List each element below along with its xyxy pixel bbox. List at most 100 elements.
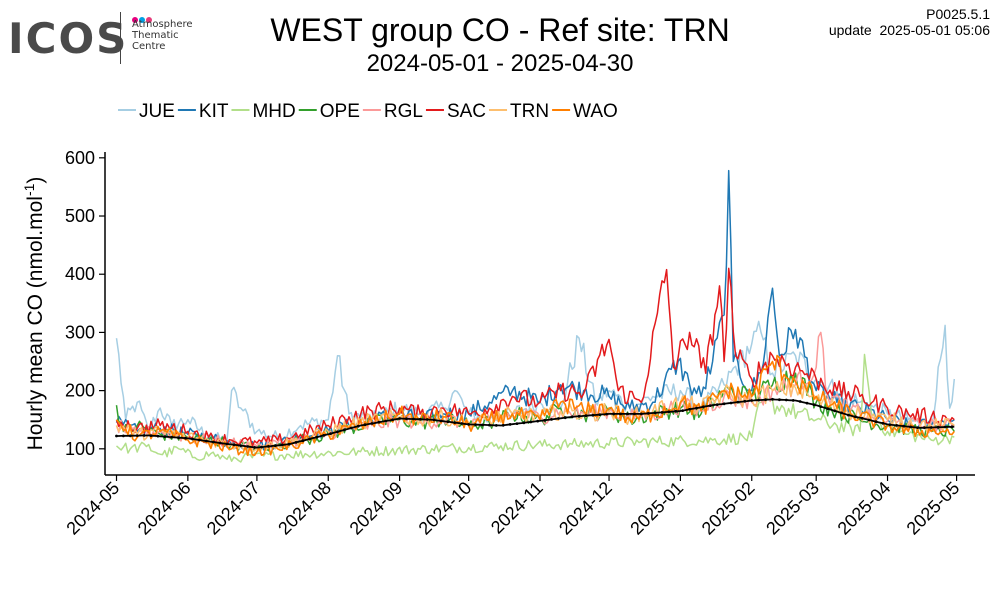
smooth-curve-marker <box>163 435 167 438</box>
x-tick-label: 2025-01 <box>626 478 687 539</box>
x-tick-label: 2024-07 <box>203 478 264 539</box>
smooth-curve-marker <box>149 434 153 437</box>
smooth-curve-marker <box>246 445 250 448</box>
smooth-curve-marker <box>329 432 332 435</box>
smooth-curve-marker <box>853 415 857 419</box>
smooth-curve-marker <box>308 437 312 441</box>
logo-dots-icon <box>132 10 153 23</box>
smooth-curve-marker <box>867 418 871 422</box>
smooth-curve-marker <box>508 423 512 426</box>
icos-logo: ICOS Atmosphere Thematic Centre <box>8 8 208 68</box>
legend-label: TRN <box>510 101 549 122</box>
smooth-curve-marker <box>115 434 118 438</box>
smooth-curve-marker <box>391 418 395 422</box>
smooth-curve-marker <box>260 445 263 449</box>
series-line-trn <box>115 377 955 453</box>
series-line-sac <box>115 267 955 447</box>
smooth-curve-marker <box>294 441 298 444</box>
y-tick-label: 300 <box>65 322 95 342</box>
smooth-curve-marker <box>432 418 436 422</box>
legend-item-rgl: RGL <box>362 101 423 122</box>
smooth-curve-marker <box>626 412 629 416</box>
smooth-curve-marker <box>660 411 664 414</box>
smooth-curve-marker <box>253 446 256 449</box>
smooth-curve-marker <box>184 436 188 440</box>
x-tick-label: 2024-10 <box>415 478 476 539</box>
smooth-curve-marker <box>398 417 401 420</box>
smooth-curve-marker <box>515 422 519 425</box>
smooth-curve-marker <box>778 398 781 402</box>
legend-label: KIT <box>199 101 229 122</box>
logo-subtitle-line-2: Thematic <box>132 30 179 41</box>
smooth-curve-marker <box>232 443 236 447</box>
smooth-curve-marker <box>501 423 505 427</box>
smooth-curve-marker <box>736 400 740 404</box>
smooth-curve-marker <box>847 413 850 417</box>
smooth-curve-marker <box>336 430 339 434</box>
legend-item-trn: TRN <box>489 101 549 122</box>
smooth-curve-marker <box>812 403 816 406</box>
x-tick-label: 2025-02 <box>698 478 759 539</box>
smooth-curve-marker <box>750 399 754 402</box>
smooth-curve-marker <box>570 415 574 419</box>
smooth-curve-marker <box>874 420 878 423</box>
smooth-curve-marker <box>135 434 139 437</box>
legend-label: WAO <box>573 101 618 122</box>
y-tick-label: 500 <box>65 206 95 226</box>
smooth-curve-marker <box>584 414 588 418</box>
smooth-curve-marker <box>446 420 450 424</box>
plot-area <box>115 169 956 463</box>
legend-item-sac: SAC <box>425 101 486 122</box>
smooth-curve-marker <box>322 434 326 437</box>
y-tick-label: 400 <box>65 264 95 284</box>
y-tick-label: 200 <box>65 381 95 401</box>
legend-item-kit: KIT <box>177 101 229 122</box>
logo-subtitle-line-3: Centre <box>132 41 166 52</box>
chart-title: WEST group CO - Ref site: TRN <box>270 12 730 48</box>
smooth-curve-marker <box>198 438 201 442</box>
x-tick-label: 2024-12 <box>555 478 616 539</box>
smooth-curve-marker <box>128 434 132 438</box>
smooth-curve-marker <box>881 421 885 425</box>
x-tick-label: 2024-11 <box>487 478 547 538</box>
smooth-curve-marker <box>943 425 947 429</box>
smooth-curve-marker <box>301 439 305 443</box>
chart-subtitle: 2024-05-01 - 2025-04-30 <box>366 50 634 77</box>
legend-label: OPE <box>320 101 360 122</box>
smooth-curve-marker <box>612 412 616 416</box>
smooth-curve-marker <box>536 419 540 423</box>
smooth-curve-marker <box>550 418 553 421</box>
logo-subtitle-line-1: Atmosphere <box>132 19 193 30</box>
smooth-curve-marker <box>764 398 767 402</box>
smooth-curve-marker <box>888 423 892 426</box>
smooth-curve-marker <box>667 410 671 414</box>
smooth-curve-marker <box>833 409 836 413</box>
legend-label: SAC <box>447 101 486 122</box>
smooth-curve-marker <box>370 422 374 425</box>
smooth-curve-marker <box>156 434 160 438</box>
smooth-curve-marker <box>633 412 636 416</box>
smooth-curve-marker <box>529 420 533 424</box>
smooth-curve-marker <box>577 414 581 418</box>
smooth-curve-marker <box>425 418 429 421</box>
smooth-curve-marker <box>170 435 174 439</box>
y-axis-label-suffix: ) <box>24 177 47 184</box>
logo-divider <box>120 12 121 64</box>
smooth-curve-marker <box>280 443 284 447</box>
smooth-curve-marker <box>418 417 422 421</box>
smooth-curve-marker <box>204 439 208 443</box>
smooth-curve-marker <box>805 401 809 405</box>
smooth-curve-marker <box>688 407 691 411</box>
x-tick-label: 2024-05 <box>62 478 123 539</box>
smooth-curve-marker <box>653 411 657 415</box>
smooth-curve-marker <box>798 400 802 403</box>
smooth-curve-marker <box>729 401 733 405</box>
smooth-curve-marker <box>239 444 243 447</box>
smooth-curve-marker <box>743 399 747 403</box>
smooth-curve-marker <box>646 412 650 415</box>
y-axis-label-text: Hourly mean CO (nmol.mol-1) <box>21 177 47 451</box>
smooth-curve-marker <box>343 428 346 432</box>
smooth-curve-marker <box>211 440 215 444</box>
